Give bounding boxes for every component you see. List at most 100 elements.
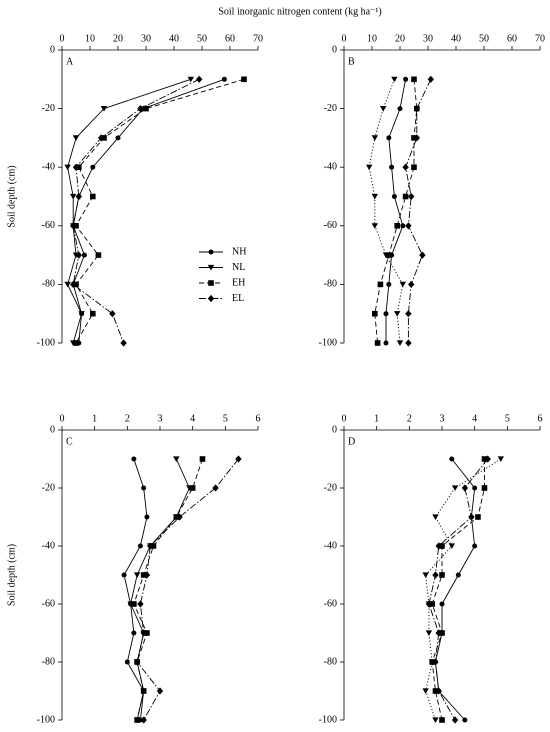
marker [173, 456, 180, 462]
marker [439, 630, 445, 636]
y-axis-label: Soil depth (cm) [6, 544, 17, 606]
y-tick-label: -100 [37, 337, 55, 348]
marker [90, 310, 96, 317]
marker [137, 543, 143, 549]
marker [383, 311, 389, 317]
marker [405, 222, 412, 230]
x-tick-label: 4 [472, 413, 477, 424]
marker [109, 310, 116, 318]
y-tick-label: -60 [324, 598, 337, 609]
marker [432, 688, 439, 694]
marker [72, 135, 80, 141]
marker [208, 249, 214, 255]
y-tick-label: -80 [42, 279, 55, 290]
marker [462, 717, 468, 723]
marker [472, 543, 478, 549]
y-tick-label: -20 [42, 482, 55, 493]
series-line [405, 79, 432, 343]
marker [196, 75, 203, 83]
marker [461, 484, 469, 492]
marker [497, 456, 504, 462]
marker [439, 543, 445, 549]
marker [98, 134, 105, 142]
marker [70, 280, 77, 288]
series-line [75, 78, 245, 344]
marker [432, 514, 439, 520]
marker [435, 687, 442, 695]
marker [64, 281, 71, 288]
marker [413, 134, 420, 142]
marker [419, 251, 426, 259]
series-line [425, 458, 502, 721]
panel-label: B [348, 56, 355, 67]
marker [137, 600, 144, 608]
y-tick-label: -100 [319, 714, 337, 725]
marker [427, 75, 434, 83]
marker [78, 311, 85, 317]
marker [137, 105, 144, 113]
x-tick-label: 1 [92, 413, 97, 424]
marker [429, 659, 435, 665]
marker [90, 193, 96, 200]
marker [143, 105, 149, 112]
series-line [428, 458, 489, 721]
marker [408, 280, 415, 288]
x-tick-label: 3 [158, 413, 163, 424]
marker [391, 76, 398, 83]
marker [391, 194, 397, 199]
marker [150, 543, 157, 549]
y-tick-label: -20 [42, 103, 55, 114]
x-tick-label: 40 [169, 33, 179, 44]
marker [439, 601, 445, 607]
marker [115, 135, 121, 141]
x-tick-label: 5 [505, 413, 510, 424]
marker [422, 688, 429, 694]
marker [70, 193, 77, 200]
x-tick-label: 60 [225, 33, 235, 44]
marker [380, 106, 387, 112]
y-axis-label: Soil depth (cm) [6, 165, 17, 227]
marker [100, 106, 108, 112]
marker [189, 485, 196, 491]
legend-label: EH [232, 277, 245, 288]
y-tick-label: 0 [332, 424, 337, 435]
x-tick-label: 70 [535, 33, 545, 44]
marker [131, 630, 137, 636]
marker [432, 717, 439, 723]
series-line [136, 458, 239, 721]
marker [120, 339, 127, 347]
marker [140, 688, 147, 694]
marker [366, 164, 373, 171]
x-tick-label: 0 [60, 413, 65, 424]
marker [207, 264, 215, 271]
marker [212, 484, 219, 492]
marker [386, 252, 392, 258]
marker [156, 687, 164, 695]
x-tick-label: 2 [407, 413, 412, 424]
marker [131, 456, 137, 462]
marker [144, 514, 150, 520]
marker [402, 163, 409, 171]
marker [131, 601, 137, 607]
marker [140, 629, 147, 637]
series-line [72, 78, 200, 344]
y-tick-label: -40 [324, 161, 337, 172]
marker [235, 455, 242, 463]
marker [133, 658, 141, 666]
y-tick-label: -80 [42, 656, 55, 667]
x-axis-label: Soil inorganic nitrogen content (kg ha⁻¹… [218, 6, 381, 17]
marker [413, 105, 420, 113]
marker [397, 106, 403, 112]
y-tick-label: 0 [50, 44, 55, 55]
y-tick-label: -100 [319, 337, 337, 348]
marker [405, 310, 412, 318]
x-tick-label: 20 [395, 33, 405, 44]
marker [386, 135, 392, 141]
marker [425, 600, 433, 608]
marker [484, 455, 491, 463]
series-line [72, 78, 225, 344]
x-tick-label: 50 [197, 33, 207, 44]
x-tick-label: 5 [223, 413, 228, 424]
series-line [130, 458, 190, 721]
